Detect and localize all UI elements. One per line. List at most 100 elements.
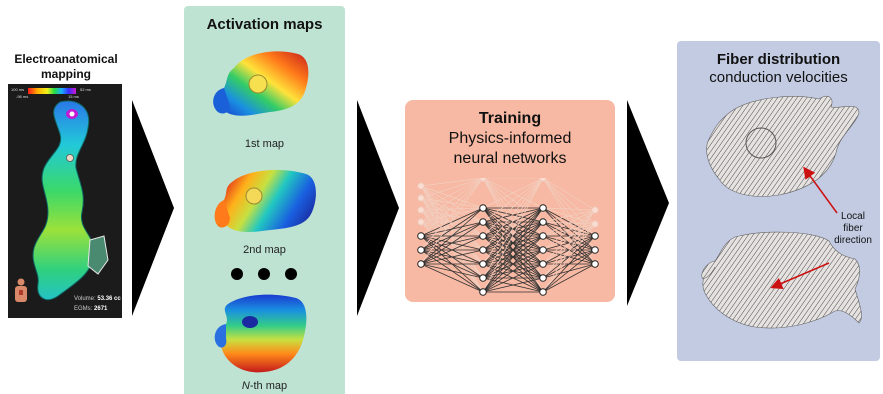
ea-title-line1: Electroanatomical	[14, 52, 118, 66]
nn-node	[417, 246, 425, 254]
nn-node	[417, 182, 425, 190]
fiber-annotation: Local fiber direction	[827, 211, 879, 247]
nn-connection	[420, 209, 484, 223]
training-title: Training	[478, 110, 542, 127]
mapN-italic: N	[241, 380, 250, 392]
annotation-line2: fiber	[843, 223, 863, 234]
egms-label: EGMs:	[74, 306, 93, 312]
annotation-line1: Local	[841, 211, 865, 222]
nn-connection	[420, 263, 484, 279]
nn-connection	[482, 207, 544, 237]
nn-node	[479, 260, 487, 268]
nn-connection	[542, 178, 596, 211]
nn-connection	[482, 178, 544, 293]
nn-node	[417, 194, 425, 202]
nn-connection	[542, 235, 596, 293]
nn-connection	[420, 197, 484, 279]
fiber-panel: Fiber distribution conduction velocities…	[677, 41, 880, 361]
nn-connection	[482, 207, 544, 251]
nn-connection	[482, 235, 544, 293]
nn-node	[417, 260, 425, 268]
nn-node	[539, 288, 547, 296]
neural-network-diagram	[417, 178, 599, 296]
nn-connection	[420, 185, 484, 279]
nn-connection	[482, 178, 544, 209]
activation-map-2	[214, 169, 316, 232]
scale-right-top: 52 ms	[80, 87, 91, 92]
nn-connection	[542, 223, 596, 293]
nn-connection	[420, 178, 484, 265]
nn-connection	[420, 263, 484, 293]
ellipsis-dot-2	[258, 268, 270, 280]
nn-node	[539, 178, 547, 182]
nn-connection	[420, 207, 484, 237]
nn-connection	[420, 185, 484, 265]
nn-connection	[420, 185, 484, 209]
egms-value: 2671	[94, 306, 108, 312]
nn-connection	[542, 235, 596, 279]
nn-node	[479, 274, 487, 282]
fiber-heart-1	[706, 95, 860, 197]
nn-node	[539, 246, 547, 254]
nn-node	[479, 246, 487, 254]
volume-value: 53.36 cc	[97, 296, 121, 302]
nn-connection	[542, 207, 596, 237]
nn-node	[591, 260, 599, 268]
nn-node	[479, 232, 487, 240]
nn-connection	[542, 209, 596, 265]
fiber-title: Fiber distribution	[716, 51, 841, 68]
nn-node	[591, 232, 599, 240]
nn-connection	[420, 178, 484, 223]
activation-panel: Activation maps 1st map	[184, 6, 345, 394]
nn-node	[539, 232, 547, 240]
nn-connection	[542, 178, 596, 237]
nn-connection	[420, 185, 484, 223]
nn-node	[591, 220, 599, 228]
nn-connection	[542, 209, 596, 251]
nn-connection	[420, 178, 484, 251]
scale-left-top: 100 ms	[11, 87, 25, 92]
nn-connection	[542, 209, 596, 223]
nn-connection	[420, 197, 484, 209]
volume-readout: Volume: 53.36 cc	[74, 296, 121, 302]
flow-arrow-2	[357, 100, 399, 316]
nn-connection	[482, 178, 544, 265]
nn-node	[479, 218, 487, 226]
nn-connection	[420, 207, 484, 223]
nn-connection	[420, 207, 484, 211]
nn-connection	[482, 178, 544, 251]
nn-node	[417, 218, 425, 226]
nn-connection	[420, 197, 484, 251]
flow-arrow-1	[132, 100, 174, 316]
nn-connection	[542, 235, 596, 251]
nn-connection	[482, 249, 544, 293]
map1-caption: 1st map	[244, 138, 285, 150]
nn-connection	[420, 185, 484, 293]
activation-map-1	[213, 51, 309, 116]
ea-heart-shape	[15, 88, 109, 302]
ellipsis-dot-1	[231, 268, 243, 280]
scale-left-bottom: -98 ms	[16, 94, 29, 99]
nn-connection	[420, 178, 484, 199]
nn-connection	[542, 209, 596, 279]
nn-connection	[420, 235, 484, 265]
map2-caption: 2nd map	[243, 244, 286, 256]
nn-node	[417, 232, 425, 240]
flow-arrow-3	[627, 100, 669, 306]
ea-map-image: 100 ms -98 ms 52 ms 15 ms Volume: 53.36 …	[8, 84, 122, 318]
activation-map-n	[214, 294, 307, 373]
nn-node	[539, 274, 547, 282]
nn-connection	[420, 209, 484, 265]
nn-connection	[420, 178, 484, 211]
nn-connection	[420, 209, 484, 279]
nn-connection	[542, 209, 596, 237]
nn-connection	[420, 197, 484, 265]
nn-connection	[482, 277, 544, 293]
nn-connection	[542, 221, 596, 237]
nn-node	[539, 218, 547, 226]
volume-label: Volume:	[74, 296, 96, 302]
fiber-subtitle: conduction velocities	[709, 69, 848, 86]
nn-connection	[420, 249, 484, 265]
nn-connection	[482, 178, 544, 279]
nn-connection	[420, 209, 484, 293]
